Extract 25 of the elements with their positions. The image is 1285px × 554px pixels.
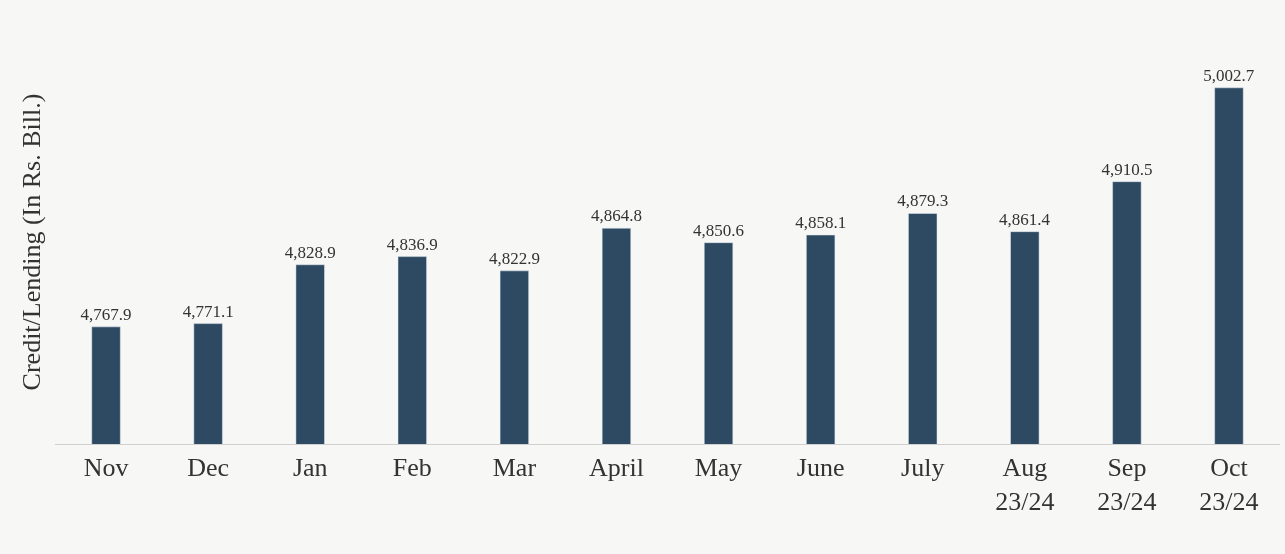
data-label: 5,002.7 [1203,65,1255,85]
data-label: 4,879.3 [897,191,949,211]
x-tick-label: Sep 23/24 [1097,453,1157,516]
data-label: 4,910.5 [1101,159,1153,179]
x-tick-label: May [694,453,743,483]
data-label: 4,836.9 [386,234,438,254]
x-tick-label: Feb [392,453,432,483]
data-label: 4,858.1 [795,213,847,233]
x-tick-label: Mar [492,453,537,483]
x-tick-label: July [901,453,945,483]
x-tick-label: April [589,453,644,483]
data-label: 4,850.6 [693,220,745,240]
data-label: 4,828.9 [284,242,336,262]
data-label: 4,767.9 [80,304,132,324]
data-label: 4,864.8 [590,206,642,226]
x-tick-label: June [796,453,845,483]
x-tick-label: Jan [292,453,328,483]
data-label: 4,822.9 [488,248,540,268]
x-tick-label: Dec [187,453,230,483]
x-tick-label: Oct 23/24 [1199,453,1259,516]
x-tick-label: Nov [83,453,129,483]
x-tick-label: Aug 23/24 [995,453,1055,516]
y-axis-title: Credit/Lending (In Rs. Bill.) [17,93,47,391]
data-label: 4,861.4 [999,209,1051,229]
data-label: 4,771.1 [182,301,234,321]
